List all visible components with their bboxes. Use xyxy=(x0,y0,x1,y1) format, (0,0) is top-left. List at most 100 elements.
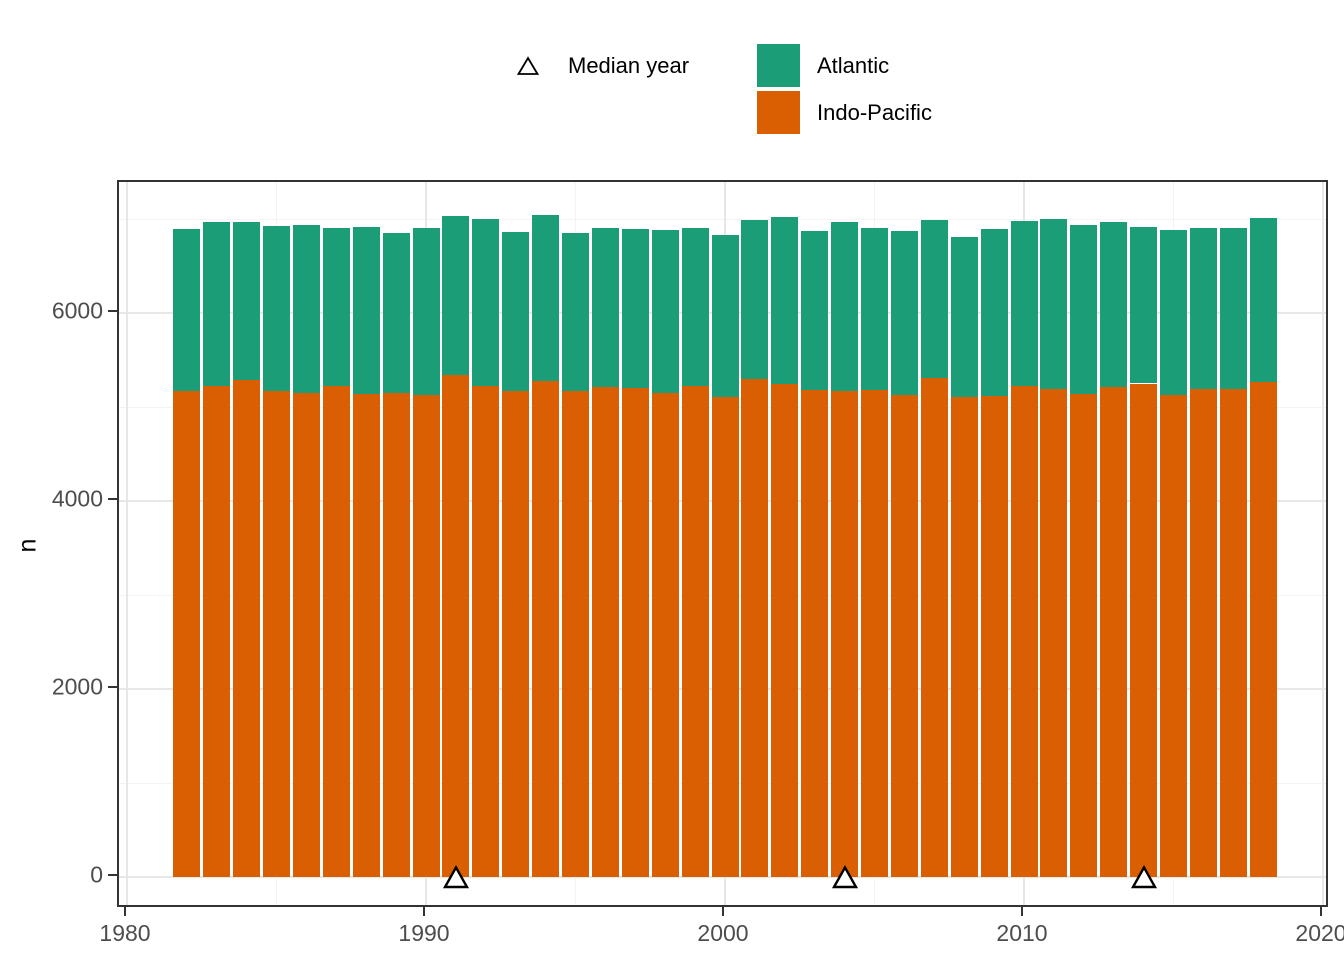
bar-2008-atlantic xyxy=(950,236,978,398)
y-axis-tick xyxy=(108,686,117,688)
x-axis-tick-label: 1980 xyxy=(99,920,151,946)
x-axis-tick xyxy=(423,907,425,916)
median-year-triangle-icon xyxy=(516,56,540,75)
bar-1986-indo-pacific xyxy=(292,392,320,877)
bar-2011-atlantic xyxy=(1040,218,1068,389)
legend-swatch-atlantic xyxy=(757,44,800,87)
bar-2018-indo-pacific xyxy=(1249,381,1277,877)
bar-2001-atlantic xyxy=(741,220,769,379)
bar-1988-atlantic xyxy=(352,226,380,395)
bar-2016-atlantic xyxy=(1189,228,1217,390)
bar-2016-indo-pacific xyxy=(1189,389,1217,877)
bar-1992-atlantic xyxy=(472,218,500,386)
bar-2002-atlantic xyxy=(771,217,799,384)
bar-2017-atlantic xyxy=(1219,228,1247,390)
bar-1986-atlantic xyxy=(292,224,320,393)
bar-2000-indo-pacific xyxy=(711,396,739,877)
bar-2006-atlantic xyxy=(890,231,918,396)
bar-2014-indo-pacific xyxy=(1130,383,1158,877)
median-year-marker-2004-triangle-icon xyxy=(831,865,858,889)
bar-1982-indo-pacific xyxy=(173,391,201,877)
bar-1993-indo-pacific xyxy=(502,391,530,877)
y-axis-tick xyxy=(108,874,117,876)
gridline xyxy=(126,182,128,905)
x-axis-tick xyxy=(722,907,724,916)
bar-2015-indo-pacific xyxy=(1160,394,1187,877)
bar-2014-atlantic xyxy=(1130,226,1158,384)
bar-1995-atlantic xyxy=(562,232,589,391)
bar-1993-atlantic xyxy=(502,232,530,392)
y-axis-tick xyxy=(108,498,117,500)
bar-1989-atlantic xyxy=(382,232,410,393)
bar-2004-atlantic xyxy=(831,221,859,391)
bar-1987-indo-pacific xyxy=(322,385,350,877)
plot-panel xyxy=(117,180,1328,907)
bar-2012-atlantic xyxy=(1070,224,1098,395)
bar-1994-indo-pacific xyxy=(532,381,560,877)
bar-1998-atlantic xyxy=(651,229,679,393)
bar-1999-indo-pacific xyxy=(681,386,709,877)
bar-2015-atlantic xyxy=(1160,229,1187,395)
x-axis-tick xyxy=(124,907,126,916)
x-axis-tick-label: 2000 xyxy=(697,920,749,946)
bar-2009-indo-pacific xyxy=(980,395,1008,877)
y-axis-title: n xyxy=(13,538,42,553)
bar-1994-atlantic xyxy=(532,215,560,382)
median-year-marker-2014-triangle-icon xyxy=(1130,865,1157,889)
bar-2003-indo-pacific xyxy=(801,389,829,877)
bar-2008-indo-pacific xyxy=(950,397,978,877)
bar-1996-atlantic xyxy=(591,227,619,388)
bar-1987-atlantic xyxy=(322,227,350,386)
bar-1998-indo-pacific xyxy=(651,392,679,877)
bar-2002-indo-pacific xyxy=(771,383,799,877)
bar-2009-atlantic xyxy=(980,228,1008,396)
legend-swatch-indo-pacific xyxy=(757,91,800,134)
bar-1997-indo-pacific xyxy=(621,388,649,877)
y-axis-tick xyxy=(108,310,117,312)
bar-2010-indo-pacific xyxy=(1010,385,1038,877)
x-axis-tick-label: 1990 xyxy=(398,920,450,946)
bar-1983-atlantic xyxy=(203,221,231,386)
bar-1995-indo-pacific xyxy=(562,391,589,877)
legend-label-atlantic: Atlantic xyxy=(817,53,890,78)
bar-1997-atlantic xyxy=(621,229,649,389)
y-axis-tick-label: 2000 xyxy=(51,673,103,700)
bar-1982-atlantic xyxy=(173,228,201,391)
bar-2005-atlantic xyxy=(861,227,888,391)
bar-2005-indo-pacific xyxy=(861,390,888,877)
bar-1990-indo-pacific xyxy=(412,395,440,877)
legend-label-median-year: Median year xyxy=(568,53,690,78)
bar-1988-indo-pacific xyxy=(352,394,380,877)
bar-1996-indo-pacific xyxy=(591,387,619,877)
legend-label-indo-pacific: Indo-Pacific xyxy=(817,100,932,125)
bar-2000-atlantic xyxy=(711,235,739,397)
gridline xyxy=(119,218,1326,220)
bar-2013-atlantic xyxy=(1100,221,1128,387)
y-axis-tick-label: 4000 xyxy=(51,485,103,512)
bar-1992-indo-pacific xyxy=(472,385,500,877)
bar-2006-indo-pacific xyxy=(890,395,918,877)
bar-2018-atlantic xyxy=(1249,217,1277,382)
x-axis-tick xyxy=(1320,907,1322,916)
bar-2001-indo-pacific xyxy=(741,378,769,877)
bar-1989-indo-pacific xyxy=(382,392,410,877)
bar-2017-indo-pacific xyxy=(1219,389,1247,877)
bar-2003-atlantic xyxy=(801,231,829,390)
bar-2004-indo-pacific xyxy=(831,391,859,877)
bar-1991-atlantic xyxy=(442,216,470,376)
x-axis-tick-label: 2020 xyxy=(1295,920,1344,946)
bar-2007-atlantic xyxy=(920,219,948,378)
bar-2010-atlantic xyxy=(1010,220,1038,386)
x-axis-tick-label: 2010 xyxy=(996,920,1048,946)
bar-2007-indo-pacific xyxy=(920,377,948,877)
bar-2011-indo-pacific xyxy=(1040,388,1068,877)
bar-2013-indo-pacific xyxy=(1100,386,1128,877)
bar-1990-atlantic xyxy=(412,227,440,396)
bar-1985-indo-pacific xyxy=(263,391,290,877)
bar-1991-indo-pacific xyxy=(442,375,470,877)
y-axis-tick-label: 6000 xyxy=(51,297,103,324)
bar-1985-atlantic xyxy=(263,226,290,392)
y-axis-tick-label: 0 xyxy=(90,861,103,888)
x-axis-tick xyxy=(1021,907,1023,916)
